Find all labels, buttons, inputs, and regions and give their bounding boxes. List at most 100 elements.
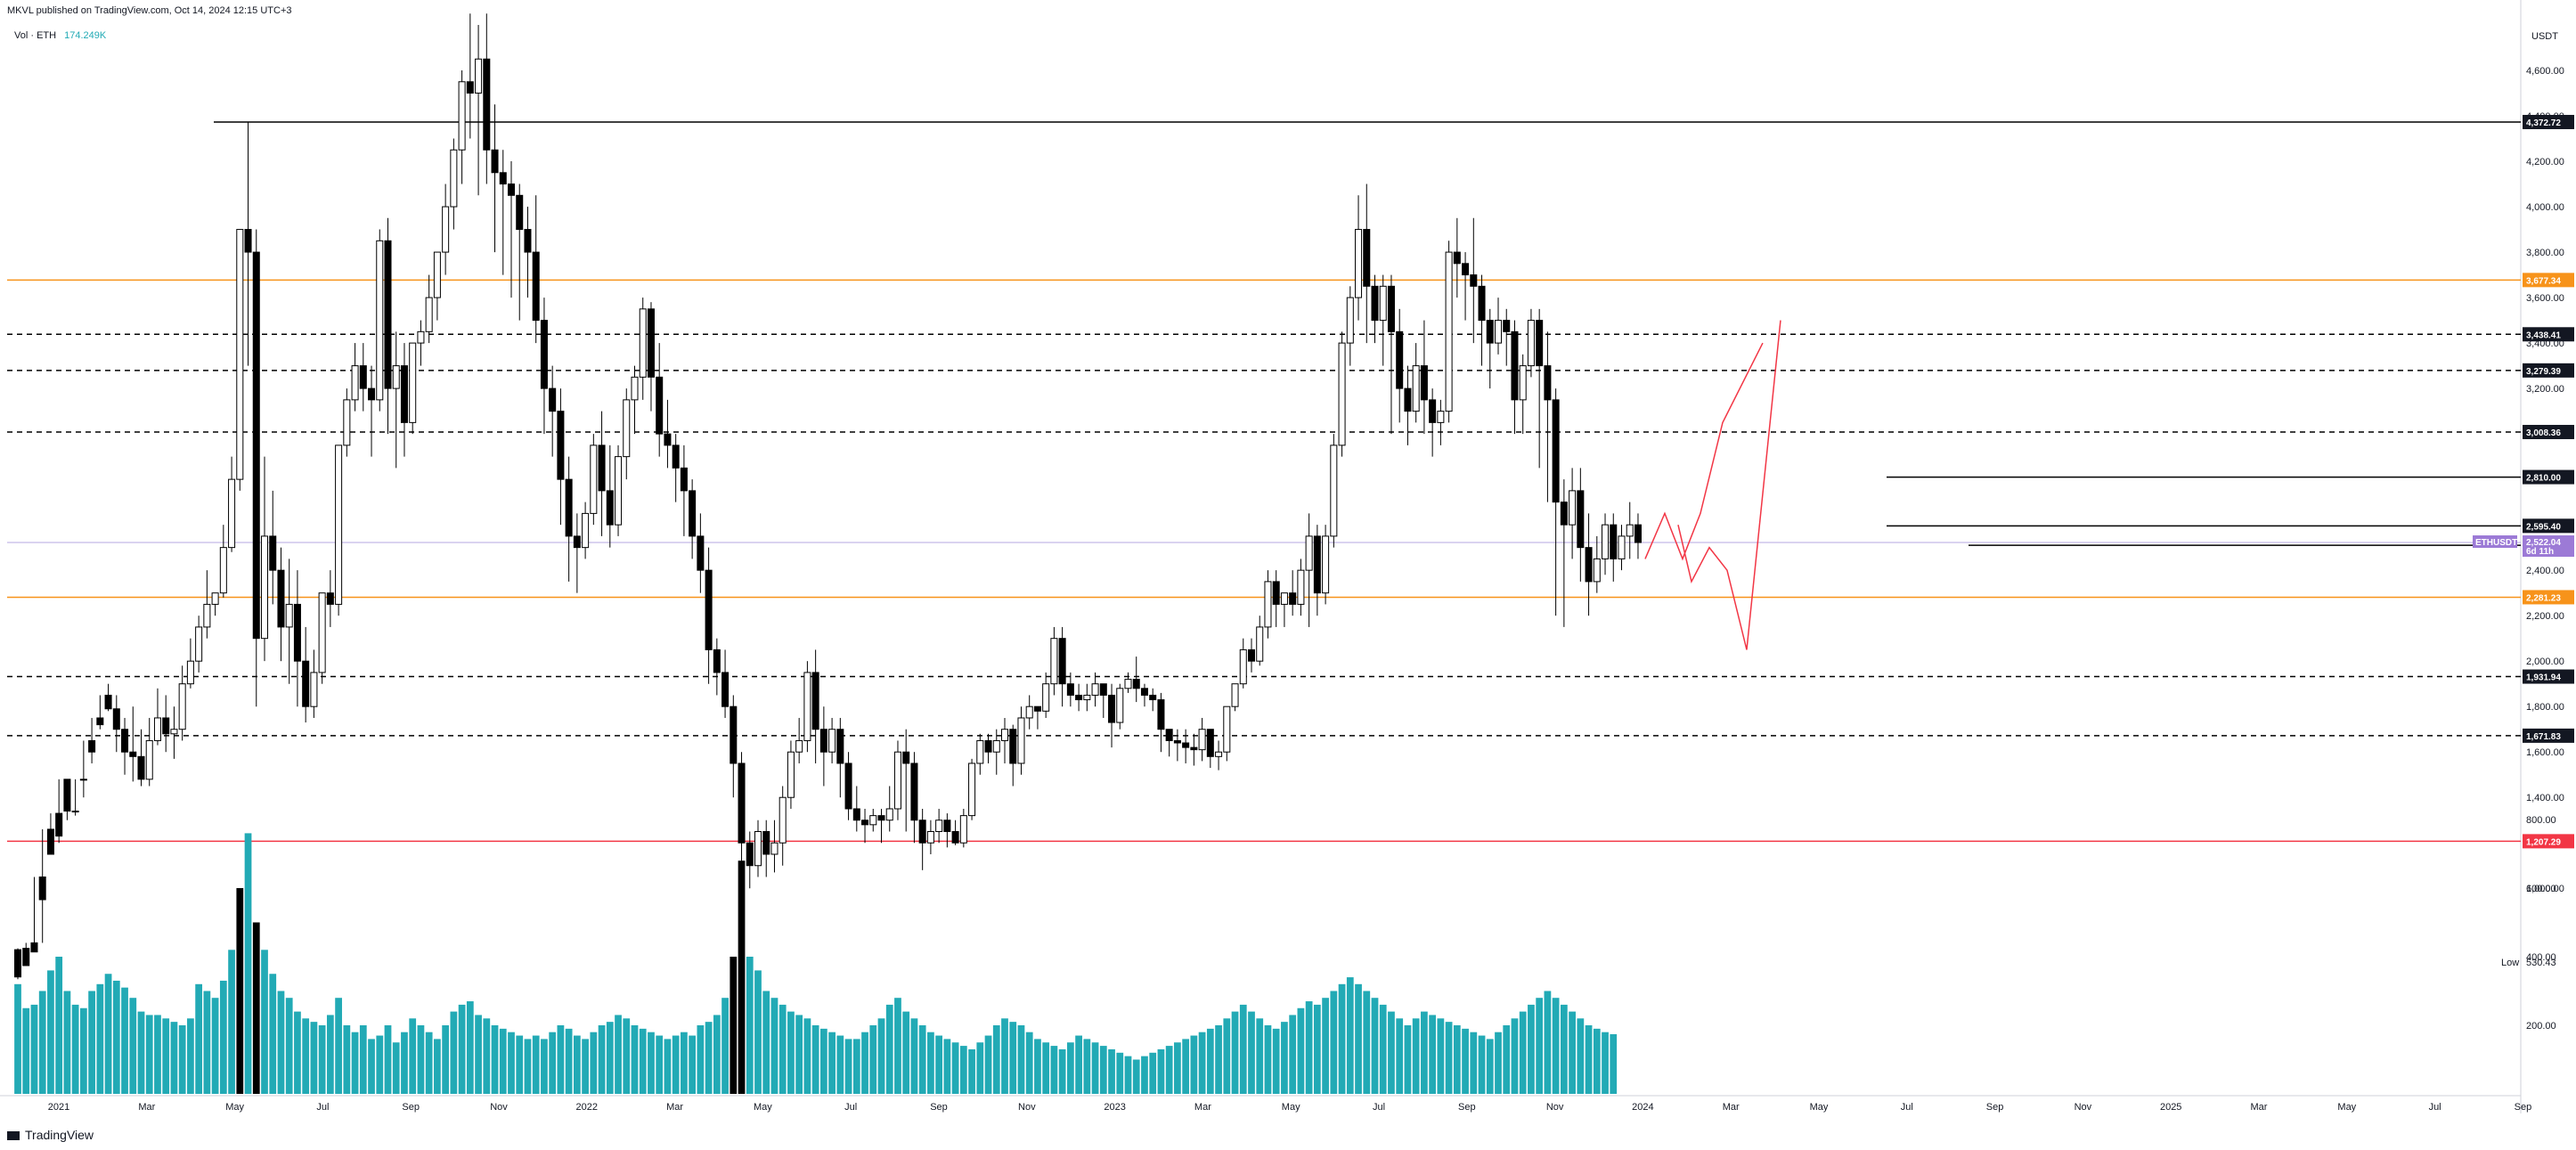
volume-bar xyxy=(1593,1028,1601,1094)
volume-bar xyxy=(1083,1039,1091,1094)
volume-bar xyxy=(1206,1028,1214,1094)
candle-body xyxy=(1190,746,1198,751)
price-tick-label: 600.00 xyxy=(2526,884,2556,894)
price-tick-label: 1,800.00 xyxy=(2526,702,2564,713)
candle-body xyxy=(631,376,639,401)
volume-bar xyxy=(1281,1022,1288,1094)
candle-body xyxy=(1058,638,1066,685)
volume-bar xyxy=(1141,1056,1148,1094)
candle-body xyxy=(738,763,746,844)
volume-bar xyxy=(30,1004,38,1094)
volume-bar xyxy=(1462,1028,1469,1094)
candle-body xyxy=(623,399,631,458)
volume-bar xyxy=(170,1022,178,1094)
level-tag xyxy=(2523,424,2574,439)
volume-bar xyxy=(1322,998,1329,1094)
candle-body xyxy=(326,592,334,605)
price-tick-label: 1,000.00 xyxy=(2526,884,2564,894)
volume-bar xyxy=(1099,1046,1107,1094)
price-tick-label: 3,800.00 xyxy=(2526,248,2564,258)
candle-body xyxy=(811,672,819,730)
candle-body xyxy=(483,58,491,151)
volume-bar xyxy=(351,1032,359,1094)
volume-bar xyxy=(869,1025,877,1094)
candle-body xyxy=(1075,694,1083,701)
volume-bar xyxy=(1519,1011,1527,1094)
volume-bar xyxy=(1256,1018,1264,1094)
candle-body xyxy=(359,365,367,389)
candle-body xyxy=(310,672,318,707)
volume-bar xyxy=(79,1007,87,1094)
volume-bar xyxy=(1223,1018,1231,1094)
candle-body xyxy=(885,808,893,821)
volume-bar xyxy=(549,1032,557,1094)
volume-bar xyxy=(1585,1025,1593,1094)
volume-bar xyxy=(615,1015,622,1094)
time-tick-label: Jul xyxy=(844,1102,857,1113)
candle-body xyxy=(1099,683,1107,696)
price-tick-label: 3,200.00 xyxy=(2526,384,2564,395)
candle-body xyxy=(795,739,803,753)
level-tag-label: 3,677.34 xyxy=(2526,276,2561,286)
volume-bar xyxy=(508,1032,515,1094)
volume-bar xyxy=(71,1004,79,1094)
candle-body xyxy=(779,796,787,844)
candle-body xyxy=(260,535,269,640)
candle-body xyxy=(1297,569,1305,605)
volume-bar xyxy=(738,860,746,1094)
candle-body xyxy=(392,365,400,389)
volume-bar xyxy=(244,833,252,1094)
projection-path[interactable] xyxy=(1677,320,1781,650)
volume-bar xyxy=(1174,1042,1181,1094)
candle-body xyxy=(244,229,252,253)
candle-body xyxy=(984,739,992,753)
candle-body xyxy=(606,490,614,526)
volume-legend[interactable]: Vol · ETH 174.249K xyxy=(14,30,106,41)
candle-body xyxy=(277,569,285,628)
volume-bar xyxy=(121,987,128,1094)
candle-body xyxy=(417,330,425,344)
candle-body xyxy=(475,58,483,94)
candle-body xyxy=(1346,297,1354,344)
candle-body xyxy=(1445,251,1453,412)
projection-path[interactable] xyxy=(1644,342,1764,561)
volume-bar xyxy=(565,1028,573,1094)
volume-bar xyxy=(1132,1059,1140,1094)
volume-bar xyxy=(1116,1052,1124,1094)
candle-body xyxy=(819,729,827,753)
candle-body xyxy=(1363,229,1371,287)
candle-body xyxy=(129,751,137,757)
candle-body xyxy=(450,149,458,208)
candle-body xyxy=(1108,694,1116,723)
volume-bar xyxy=(55,957,63,1094)
candle-body xyxy=(1379,285,1387,322)
candle-body xyxy=(590,445,598,514)
level-tag-label: 1,931.94 xyxy=(2526,673,2561,683)
candle-body xyxy=(992,739,1000,753)
candle-body xyxy=(269,535,277,571)
volume-bar xyxy=(557,1025,565,1094)
time-tick-label: Jul xyxy=(316,1102,329,1113)
volume-bar xyxy=(1412,1018,1420,1094)
candle-body xyxy=(1470,274,1478,287)
candle-body xyxy=(1124,679,1132,689)
candle-body xyxy=(713,648,721,673)
candle-body xyxy=(573,535,581,549)
volume-bar xyxy=(294,1011,301,1094)
candle-body xyxy=(1215,751,1223,757)
time-tick-label: May xyxy=(754,1102,772,1113)
volume-bar xyxy=(359,1025,367,1094)
volume-bar xyxy=(1511,1018,1519,1094)
volume-bar xyxy=(1239,1004,1247,1094)
tradingview-logo[interactable]: TradingView xyxy=(7,1128,94,1142)
time-tick-label: Nov xyxy=(490,1102,508,1113)
time-tick-label: Sep xyxy=(930,1102,948,1113)
candle-body xyxy=(656,376,664,435)
candle-body xyxy=(293,603,301,662)
volume-bar xyxy=(145,1015,153,1094)
volume-bar xyxy=(1313,1004,1321,1094)
volume-bar xyxy=(664,1039,672,1094)
volume-bar xyxy=(425,1032,433,1094)
volume-bar xyxy=(203,991,211,1094)
